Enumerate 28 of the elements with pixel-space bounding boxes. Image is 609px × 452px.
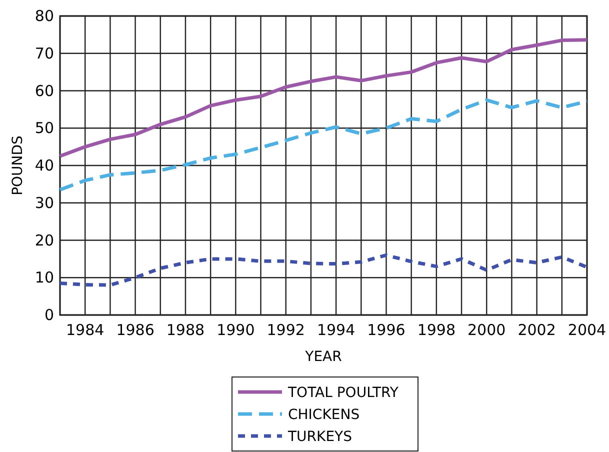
y-tick-label: 40	[34, 156, 54, 174]
legend-label: CHICKENS	[288, 407, 360, 423]
x-tick-label: 2002	[518, 321, 556, 339]
x-tick-label: 1988	[166, 321, 205, 339]
x-tick-label: 1992	[266, 321, 305, 339]
x-tick-label: 1996	[367, 321, 406, 339]
x-tick-label: 1998	[417, 321, 456, 339]
x-tick-label: 2000	[468, 321, 506, 339]
x-axis-title: YEAR	[304, 349, 342, 365]
x-tick-label: 1994	[316, 321, 356, 339]
y-tick-label: 70	[34, 44, 54, 62]
x-tick-label: 1990	[216, 321, 255, 339]
line-series	[58, 98, 589, 192]
legend-label: TOTAL POULTRY	[287, 385, 399, 401]
y-tick-label: 0	[44, 306, 54, 324]
y-tick-label: 30	[34, 194, 54, 212]
x-tick-label: 2004	[568, 321, 606, 339]
y-tick-label: 20	[34, 231, 54, 250]
legend-label: TURKEYS	[287, 429, 352, 445]
y-axis-title: POUNDS	[10, 135, 26, 196]
y-tick-label: 80	[34, 7, 54, 25]
y-tick-label: 60	[34, 82, 54, 100]
line-series	[58, 253, 589, 287]
x-tick-label: 1986	[116, 321, 154, 339]
x-tick-label: 1984	[66, 321, 104, 339]
y-tick-label: 10	[34, 268, 54, 287]
line-series	[58, 38, 589, 158]
y-tick-label: 50	[34, 119, 54, 138]
